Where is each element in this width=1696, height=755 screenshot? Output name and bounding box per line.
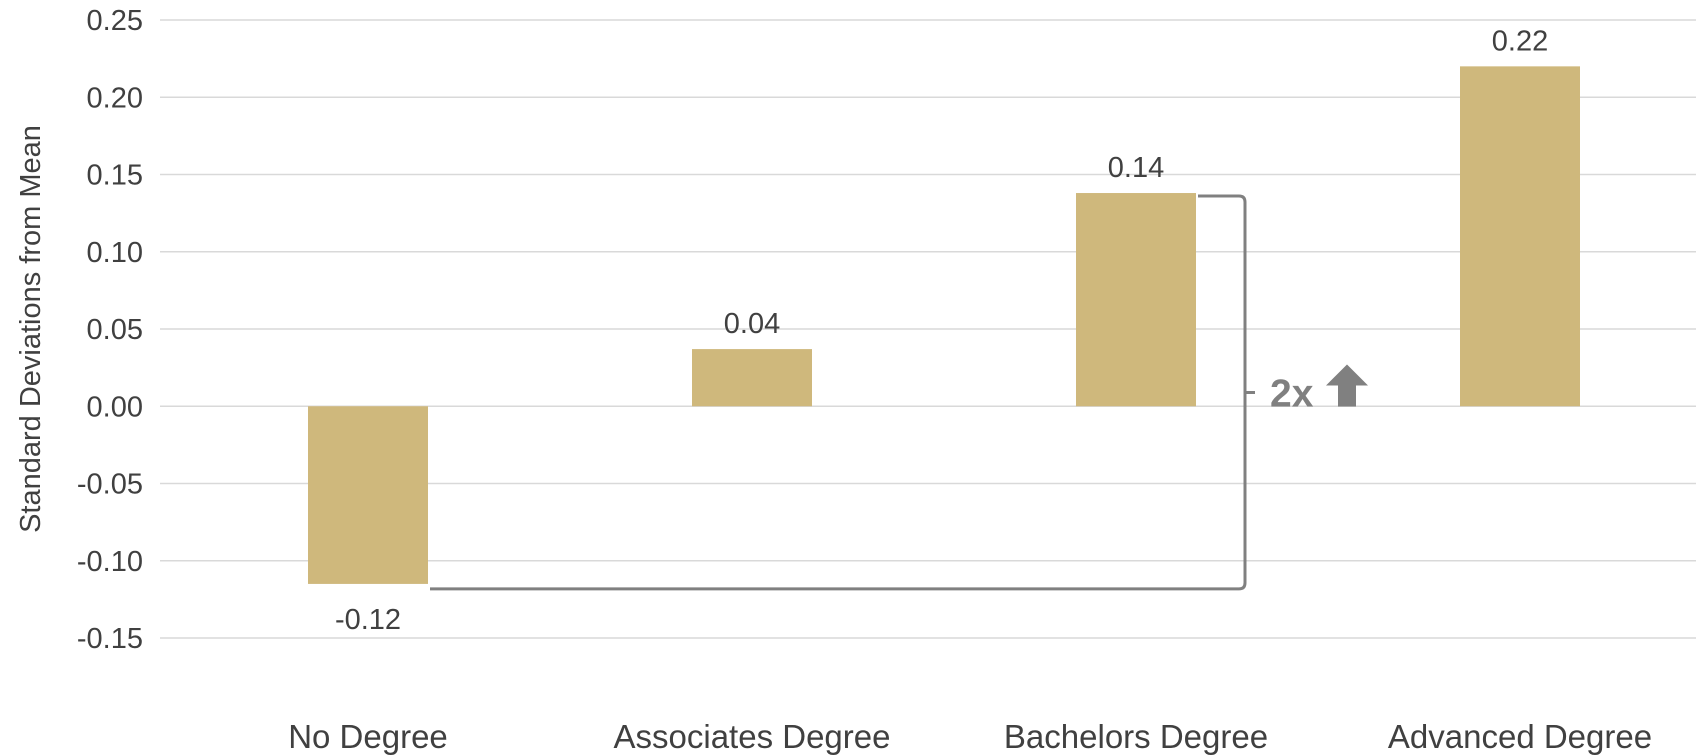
- y-tick-label: 0.10: [87, 237, 143, 269]
- data-label: 0.04: [724, 308, 780, 340]
- x-axis-categories: No Degree Associates Degree Bachelors Degr…: [288, 718, 1652, 755]
- data-label: -0.12: [335, 604, 401, 636]
- data-label: 0.22: [1492, 25, 1548, 57]
- bar: [1076, 193, 1196, 407]
- annotation-text: 2x: [1270, 372, 1314, 415]
- x-category-label: Bachelors Degree: [1004, 718, 1268, 755]
- annotation: 2x: [430, 194, 1368, 591]
- bar: [308, 406, 428, 584]
- comparison-bracket: [430, 194, 1255, 591]
- x-category-label: No Degree: [288, 718, 448, 755]
- y-tick-label: 0.25: [87, 5, 143, 37]
- x-category-label: Advanced Degree: [1388, 718, 1652, 755]
- y-tick-label: 0.20: [87, 82, 143, 114]
- y-tick-label: -0.10: [77, 546, 143, 578]
- data-labels: -0.12 0.04 0.14 0.22: [335, 25, 1548, 636]
- bar: [692, 349, 812, 407]
- y-tick-label: 0.05: [87, 314, 143, 346]
- x-category-label: Associates Degree: [614, 718, 891, 755]
- y-axis-ticks: 0.25 0.20 0.15 0.10 0.05 0.00 -0.05 -0.10 -0.15: [77, 5, 143, 655]
- y-tick-label: -0.05: [77, 469, 143, 501]
- y-tick-label: -0.15: [77, 623, 143, 655]
- y-tick-label: 0.15: [87, 160, 143, 192]
- y-tick-label: 0.00: [87, 391, 143, 423]
- y-axis-title: Standard Deviations from Mean: [15, 125, 47, 533]
- data-label: 0.14: [1108, 152, 1164, 184]
- bars: [308, 66, 1580, 584]
- up-arrow-icon: [1326, 364, 1368, 407]
- bar: [1460, 66, 1580, 407]
